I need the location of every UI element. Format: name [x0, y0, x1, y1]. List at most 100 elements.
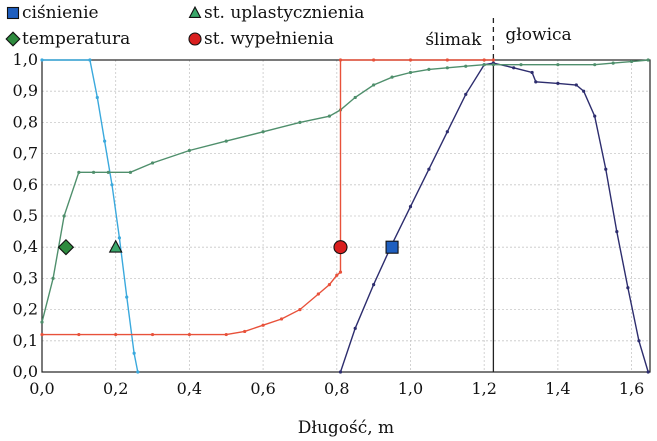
data-point [243, 329, 247, 334]
y-tick-label-4: 0,4 [13, 237, 38, 256]
data-point [445, 66, 449, 70]
data-point [261, 130, 265, 134]
legend-entry-cisnienie: ciśnienie [6, 3, 99, 23]
marker-temperatura-diamond-icon [57, 238, 75, 256]
data-point [408, 70, 413, 75]
legend-entry-st-uplastycznienia: st. uplastycznienia [188, 3, 364, 23]
data-point [327, 283, 332, 287]
data-point [408, 205, 413, 209]
x-tick-label-4: 0,8 [324, 379, 349, 398]
series-layer [40, 58, 650, 374]
data-point [91, 170, 96, 174]
data-point [427, 167, 431, 171]
data-point [106, 170, 110, 174]
data-point [629, 59, 634, 64]
x-tick-label-5: 1,0 [398, 379, 423, 398]
data-point [604, 167, 608, 171]
y-tick-labels: 0,0 0,1 0,2 0,3 0,4 0,5 0,6 0,7 0,8 0,9 1,0 [13, 50, 38, 381]
legend-label-st-uplastycznienia: st. uplastycznienia [204, 3, 364, 23]
marker-st-wypelnienia-circle-icon [333, 240, 348, 255]
data-point [187, 332, 191, 337]
data-point [335, 273, 339, 277]
data-point [40, 320, 44, 324]
data-point [464, 64, 468, 68]
legend-label-st-wypelnienia: st. wypełnienia [204, 29, 334, 49]
marker-cisnienie-square-icon [385, 240, 399, 254]
data-point [445, 58, 449, 62]
data-point [338, 370, 343, 374]
data-point [611, 61, 615, 65]
data-point [372, 283, 376, 287]
y-tick-label-3: 0,3 [13, 268, 38, 287]
data-point [150, 332, 155, 337]
data-point [128, 170, 133, 174]
series-markers [57, 238, 399, 256]
data-point [556, 81, 560, 85]
data-point [637, 339, 641, 343]
data-point [132, 351, 136, 355]
y-tick-label-7: 0,7 [13, 144, 38, 163]
data-point [95, 95, 99, 100]
marker-st-uplastycznienia-triangle-icon [108, 239, 123, 253]
data-point [556, 63, 560, 67]
data-point [136, 370, 140, 374]
legend-entry-temperatura: temperatura [5, 29, 130, 49]
data-point [316, 292, 320, 296]
data-point [150, 161, 155, 165]
data-point [646, 58, 650, 62]
y-tick-label-2: 0,2 [13, 300, 38, 319]
region-label-slimak: ślimak [425, 30, 482, 50]
data-point [327, 114, 332, 118]
data-point [593, 114, 597, 118]
region-label-glowica: głowica [505, 25, 571, 45]
data-point [530, 70, 534, 75]
x-tick-label-8: 1,6 [619, 379, 644, 398]
data-point [519, 63, 523, 67]
data-point [390, 75, 394, 79]
series-st-wypelnienia [40, 58, 495, 337]
legend: ciśnienie st. uplastycznienia temperatura s… [5, 3, 364, 49]
legend-entry-st-wypelnienia: st. wypełnienia [188, 29, 334, 49]
x-tick-label-7: 1,4 [545, 379, 570, 398]
data-point [103, 139, 107, 143]
data-point [372, 83, 376, 87]
x-tick-label-1: 0,2 [103, 379, 128, 398]
data-point [593, 63, 597, 67]
data-point [338, 58, 343, 62]
x-tick-label-2: 0,4 [177, 379, 202, 398]
y-tick-label-10: 1,0 [13, 50, 38, 69]
x-tick-label-0: 0,0 [29, 379, 54, 398]
y-tick-label-8: 0,8 [13, 112, 38, 131]
data-point [534, 80, 538, 84]
y-tick-label-9: 0,9 [13, 81, 38, 100]
data-point [574, 83, 578, 87]
data-point [646, 370, 650, 374]
data-point [224, 139, 228, 143]
series-temperatura [40, 58, 650, 324]
data-point [353, 95, 357, 100]
data-point [615, 230, 619, 234]
data-point [582, 89, 586, 93]
data-point [408, 58, 413, 62]
data-point [77, 170, 81, 174]
data-point [114, 332, 118, 337]
data-point [77, 332, 81, 337]
legend-triangle-icon [188, 5, 202, 19]
y-tick-label-0: 0,0 [13, 362, 38, 381]
series-line-st-wypelnienia [42, 59, 494, 336]
data-point [298, 308, 302, 312]
data-point [117, 236, 121, 240]
y-tick-label-6: 0,6 [13, 175, 38, 194]
data-point [427, 67, 431, 71]
y-tick-label-5: 0,5 [13, 206, 38, 225]
data-point [298, 120, 302, 124]
data-point [279, 317, 284, 321]
data-point [512, 66, 516, 70]
x-axis-title: Długość, m [298, 418, 394, 438]
legend-label-cisnienie: ciśnienie [22, 3, 99, 23]
data-point [464, 92, 468, 96]
series-line-cisnienie [339, 62, 649, 373]
x-tick-label-6: 1,2 [471, 379, 496, 398]
